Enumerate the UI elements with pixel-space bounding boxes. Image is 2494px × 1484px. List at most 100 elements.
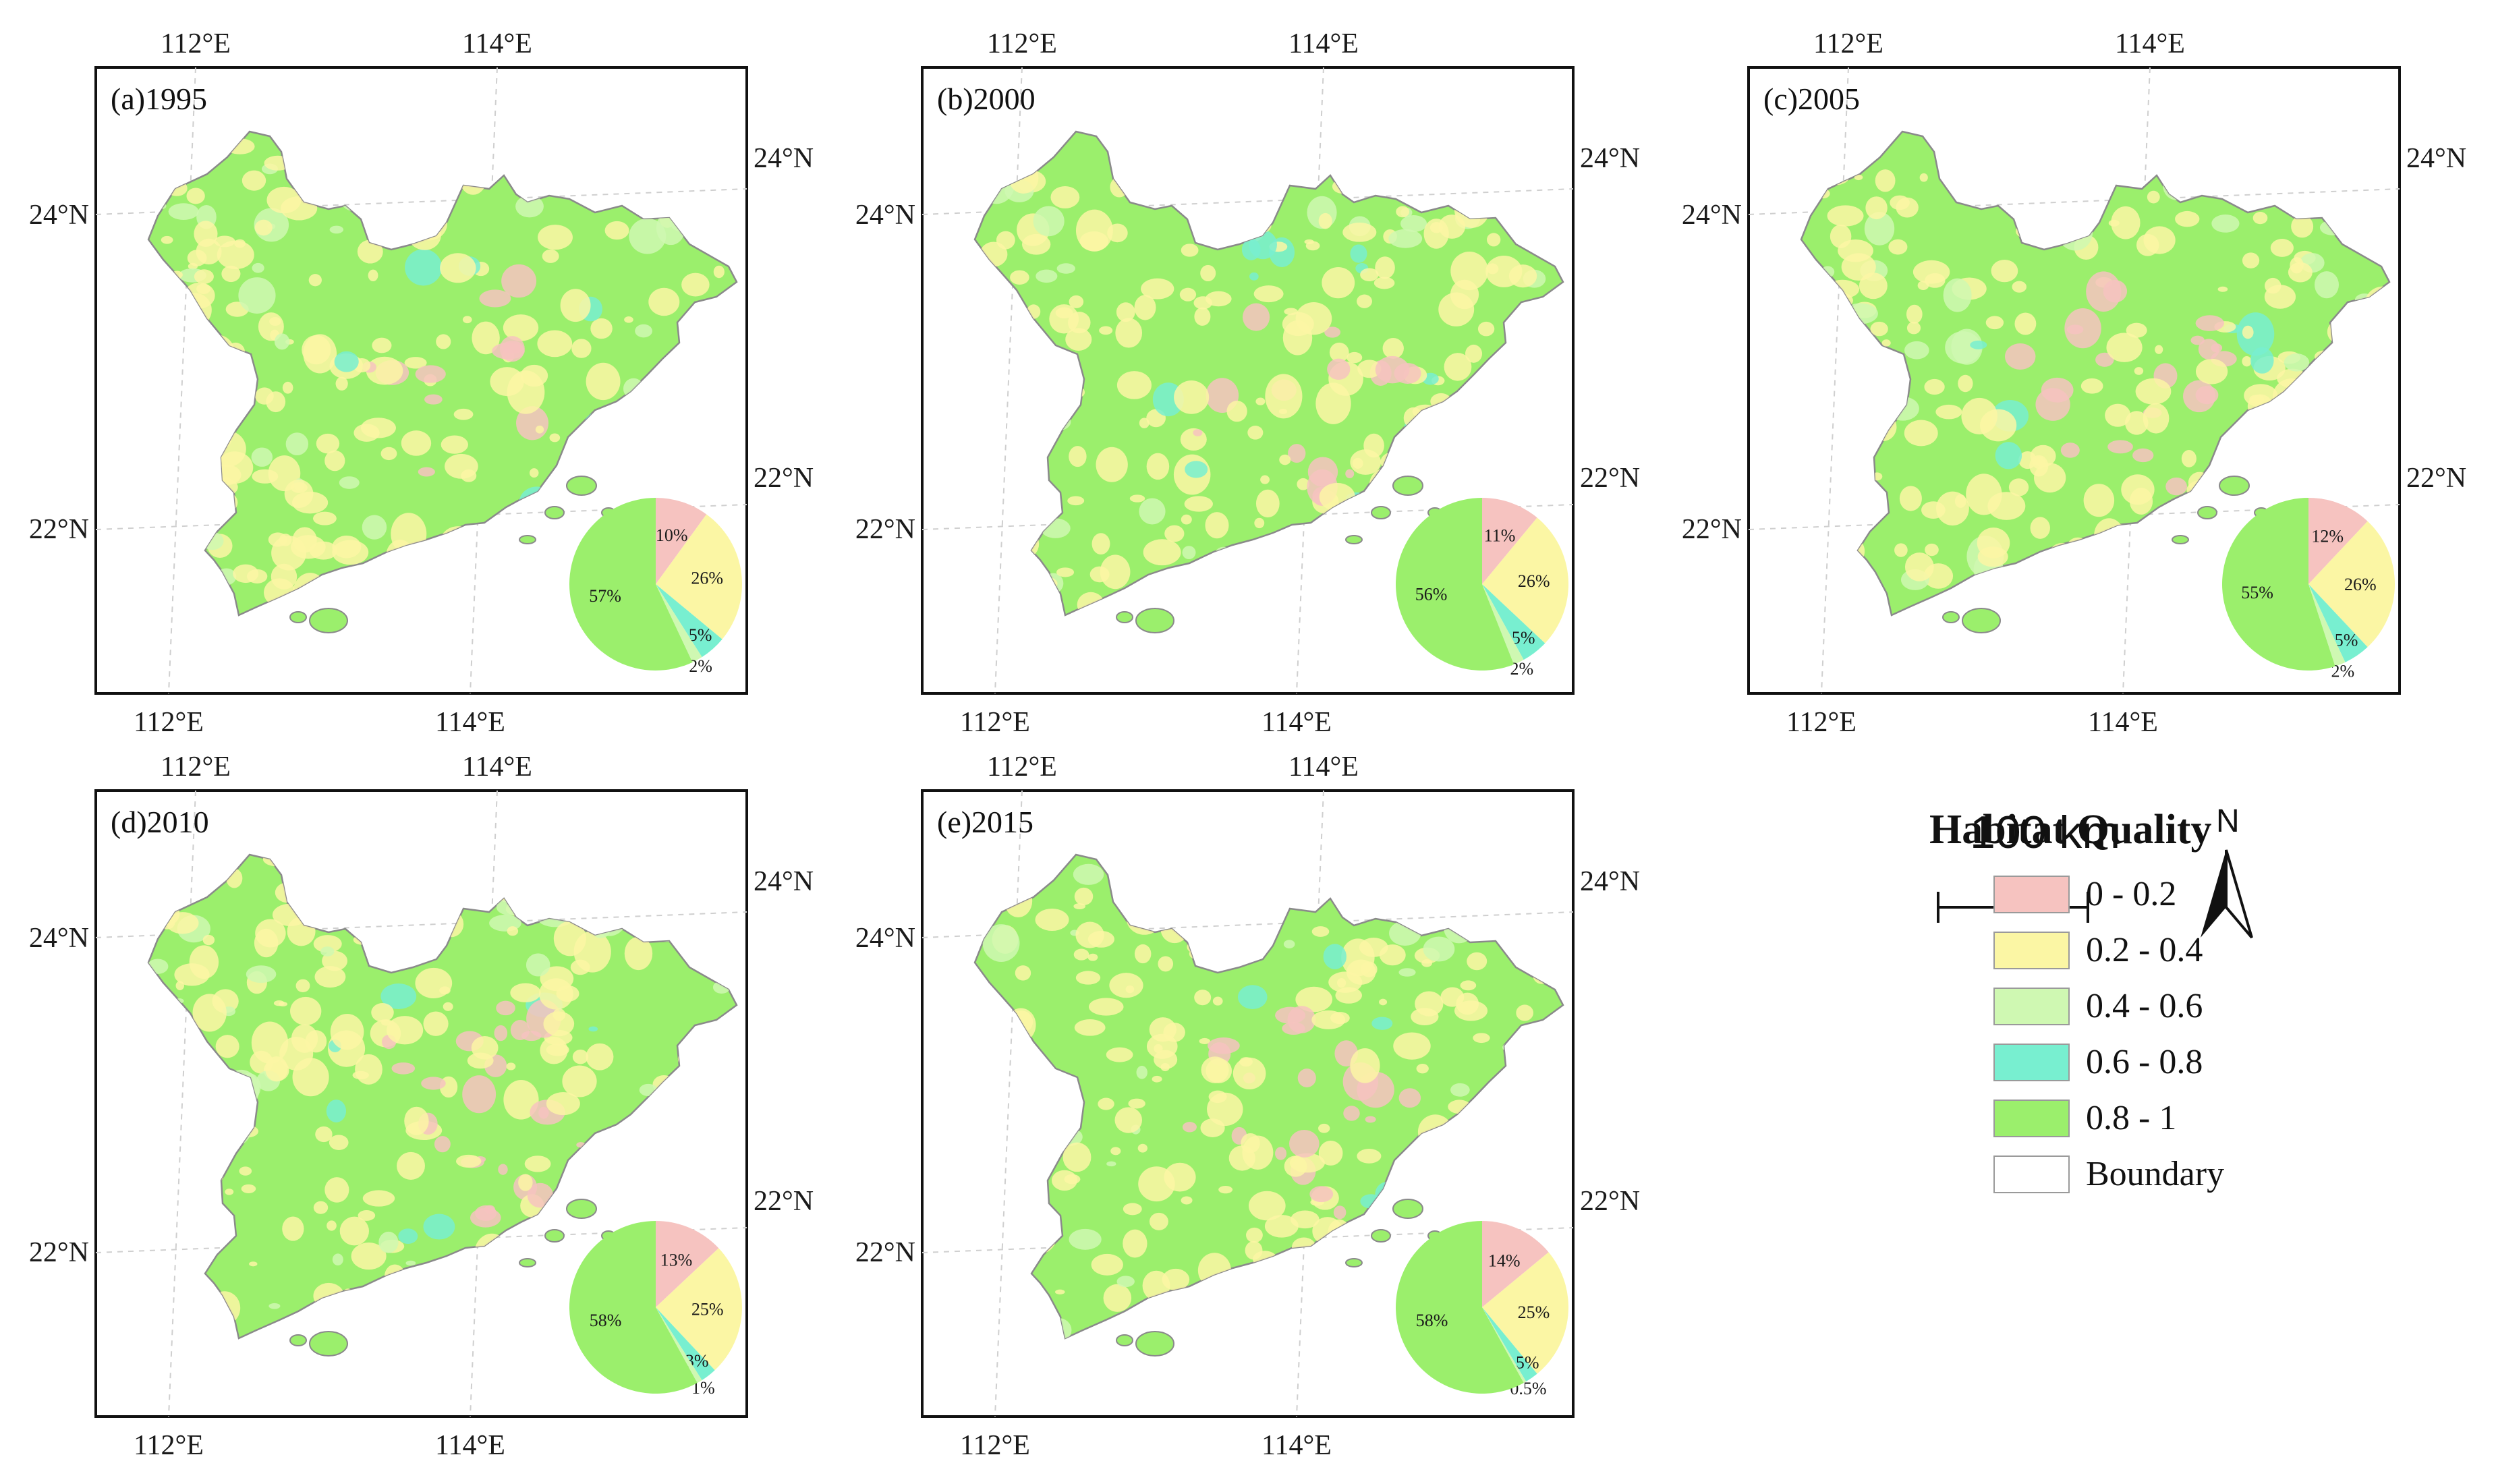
- habitat-patch: [1073, 863, 1104, 885]
- habitat-patch: [1333, 1205, 1347, 1220]
- habitat-patch: [266, 391, 286, 413]
- habitat-patch: [1194, 307, 1211, 326]
- island: [2219, 476, 2250, 496]
- habitat-patch: [1139, 498, 1166, 525]
- habitat-patch: [560, 289, 591, 322]
- habitat-patch: [278, 1002, 288, 1007]
- habitat-patch: [222, 476, 231, 482]
- habitat-patch: [1128, 1098, 1145, 1109]
- habitat-patch: [496, 1000, 515, 1016]
- pie-slice: [569, 498, 693, 670]
- habitat-patch: [1237, 985, 1268, 1009]
- legend-swatch: [1993, 1099, 2070, 1137]
- habitat-patch: [2252, 212, 2268, 225]
- habitat-patch: [1935, 404, 1962, 420]
- habitat-patch: [242, 170, 266, 191]
- lon-label-top: 114°E: [462, 28, 532, 59]
- lon-label-bottom: 112°E: [1786, 707, 1857, 738]
- lon-label-bottom: 112°E: [960, 707, 1030, 738]
- habitat-patch: [1260, 475, 1270, 484]
- habitat-patch: [404, 357, 427, 369]
- habitat-patch: [510, 983, 541, 1002]
- habitat-patch: [529, 468, 539, 478]
- habitat-patch: [2105, 403, 2131, 427]
- habitat-patch: [398, 1228, 418, 1244]
- habitat-patch: [252, 262, 264, 273]
- habitat-patch: [194, 221, 218, 248]
- habitat-patch: [1360, 268, 1379, 282]
- pie-slice: [2222, 498, 2335, 670]
- legend-title: Habitat Quality: [1929, 807, 2212, 853]
- pie-label: 2%: [2331, 662, 2355, 681]
- habitat-patch: [404, 1106, 429, 1135]
- habitat-patch: [1335, 987, 1363, 1004]
- habitat-patch: [1382, 337, 1404, 359]
- island: [1135, 1331, 1174, 1357]
- habitat-patch: [455, 1154, 482, 1168]
- habitat-patch: [303, 334, 337, 374]
- pie-slice: [656, 514, 742, 639]
- habitat-patch: [1245, 1240, 1263, 1260]
- habitat-patch: [371, 1003, 394, 1023]
- habitat-patch: [1350, 1048, 1380, 1083]
- habitat-patch: [2135, 378, 2172, 405]
- habitat-patch: [1185, 461, 1208, 478]
- habitat-patch: [2060, 443, 2080, 458]
- pie-slice: [1482, 1221, 1549, 1307]
- legend-label: 0.8 - 1: [2086, 1099, 2177, 1137]
- habitat-patch: [1936, 491, 1969, 526]
- habitat-patch: [424, 394, 443, 405]
- pie-label: 5%: [2335, 631, 2358, 650]
- habitat-patch: [254, 219, 273, 236]
- habitat-patch: [415, 365, 446, 383]
- habitat-patch: [332, 540, 369, 565]
- habitat-patch: [161, 235, 173, 244]
- habitat-patch: [372, 337, 392, 353]
- habitat-patch: [312, 511, 337, 525]
- habitat-patch: [1904, 341, 1929, 360]
- pie-label: 13%: [660, 1251, 693, 1270]
- habitat-patch: [329, 1135, 349, 1151]
- pie-chart: 13%25%3%1%58%: [569, 1221, 742, 1398]
- habitat-patch: [1125, 985, 1135, 994]
- habitat-patch: [2129, 488, 2153, 515]
- pie-label: 55%: [2241, 583, 2273, 602]
- habitat-patch: [241, 1184, 256, 1193]
- pie-slice: [1396, 498, 1514, 670]
- lon-label-top: 114°E: [1288, 28, 1359, 59]
- island: [2197, 506, 2217, 519]
- habitat-patch: [1098, 1097, 1114, 1110]
- habitat-patch: [1200, 264, 1216, 282]
- habitat-patch: [1065, 328, 1092, 351]
- habitat-patch: [1347, 351, 1363, 364]
- habitat-patch: [1129, 494, 1145, 503]
- habitat-patch: [461, 469, 477, 482]
- habitat-patch: [546, 1044, 569, 1056]
- pie-label: 11%: [1484, 526, 1516, 546]
- habitat-patch: [1327, 358, 1351, 380]
- habitat-patch: [1888, 239, 1908, 255]
- habitat-patch: [1379, 998, 1388, 1006]
- habitat-patch: [285, 432, 309, 456]
- habitat-patch: [1393, 1032, 1431, 1060]
- pie-label: 25%: [1518, 1303, 1550, 1322]
- habitat-patch: [326, 1100, 347, 1122]
- pie-label: 14%: [1488, 1251, 1521, 1271]
- habitat-patch: [546, 1092, 580, 1116]
- habitat-patch: [1158, 956, 1174, 972]
- lon-label-bottom: 112°E: [134, 707, 204, 738]
- habitat-patch: [405, 1260, 416, 1266]
- pie-label: 56%: [1415, 584, 1448, 604]
- habitat-patch: [401, 430, 432, 456]
- habitat-patch: [1894, 543, 1908, 557]
- habitat-patch: [1103, 1284, 1132, 1312]
- legend-item: 0.8 - 1: [1993, 1090, 2280, 1146]
- north-arrow-label: N: [2216, 803, 2240, 839]
- habitat-patch: [1329, 342, 1349, 362]
- island: [1116, 1334, 1133, 1346]
- habitat-patch: [1371, 1017, 1393, 1030]
- study-region: [973, 130, 1564, 617]
- habitat-patch: [324, 1177, 349, 1203]
- habitat-patch: [313, 935, 342, 953]
